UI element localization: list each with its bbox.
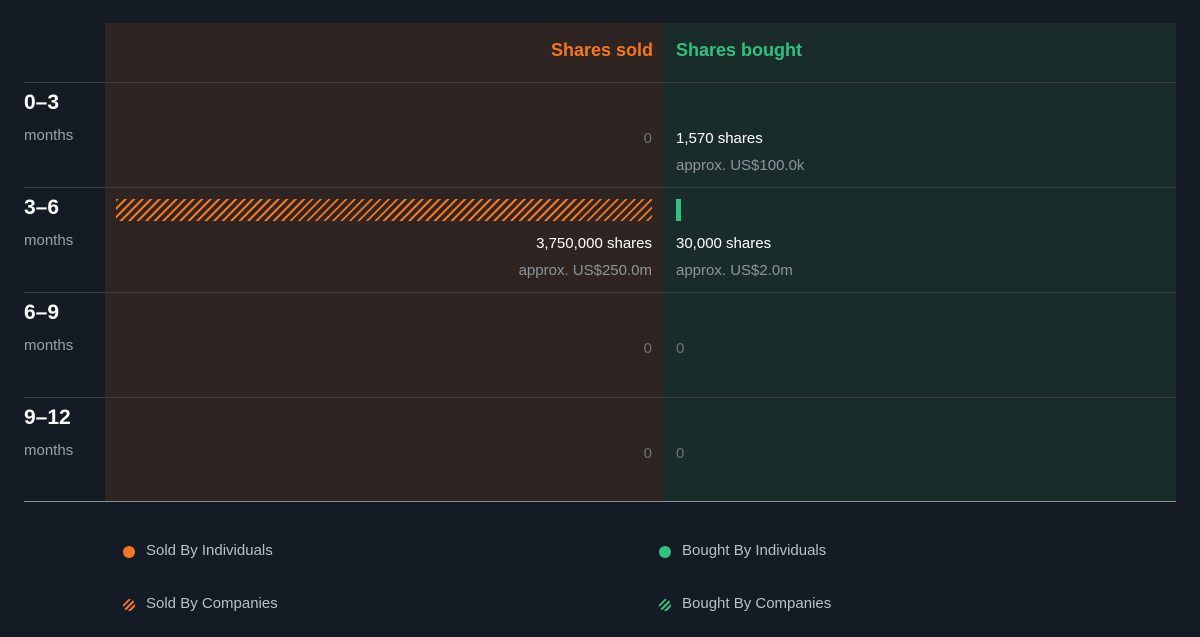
bought-shares-label: 30,000 shares	[676, 235, 772, 252]
green-hatched-dot-icon	[659, 599, 671, 611]
period-unit: months	[24, 337, 74, 354]
green-dot-icon	[659, 546, 671, 558]
shares-bought-header: Shares bought	[676, 40, 803, 60]
sold-shares-label: 0	[643, 445, 652, 462]
period-row: 6–9 months 0 0	[0, 293, 1200, 398]
period-unit: months	[24, 127, 74, 144]
bought-shares-label: 0	[676, 445, 685, 462]
bought-shares-label: 0	[676, 340, 685, 357]
chart-baseline	[24, 501, 1176, 502]
period-label: 9–12	[24, 406, 71, 429]
bought-panel	[664, 23, 1176, 501]
sold-shares-label: 3,750,000 shares	[536, 235, 652, 252]
period-row: 3–6 months 3,750,000 shares approx. US$2…	[0, 188, 1200, 293]
period-label: 0–3	[24, 91, 60, 114]
bought-shares-label: 1,570 shares	[676, 130, 763, 147]
period-row: 0–3 months 0 1,570 shares approx. US$100…	[0, 83, 1200, 188]
divider	[24, 397, 1176, 398]
legend-label: Sold By Individuals	[146, 542, 273, 559]
orange-dot-icon	[123, 546, 135, 558]
bought-bar	[676, 199, 681, 221]
bought-value-label: approx. US$100.0k	[676, 157, 805, 174]
period-unit: months	[24, 232, 74, 249]
bought-value-label: approx. US$2.0m	[676, 262, 793, 279]
orange-hatched-dot-icon	[123, 599, 135, 611]
divider	[24, 187, 1176, 188]
sold-bar	[116, 199, 652, 221]
sold-shares-label: 0	[643, 130, 652, 147]
divider	[24, 292, 1176, 293]
sold-value-label: approx. US$250.0m	[518, 262, 652, 279]
legend-label: Bought By Companies	[682, 595, 832, 612]
legend-label: Sold By Companies	[146, 595, 278, 612]
divider	[24, 82, 1176, 83]
period-unit: months	[24, 442, 74, 459]
legend-label: Bought By Individuals	[682, 542, 827, 559]
period-row: 9–12 months 0 0	[0, 398, 1200, 503]
period-label: 6–9	[24, 301, 60, 324]
sold-panel	[105, 23, 664, 501]
sold-shares-label: 0	[643, 340, 652, 357]
shares-sold-header: Shares sold	[550, 40, 653, 60]
period-label: 3–6	[24, 196, 60, 219]
